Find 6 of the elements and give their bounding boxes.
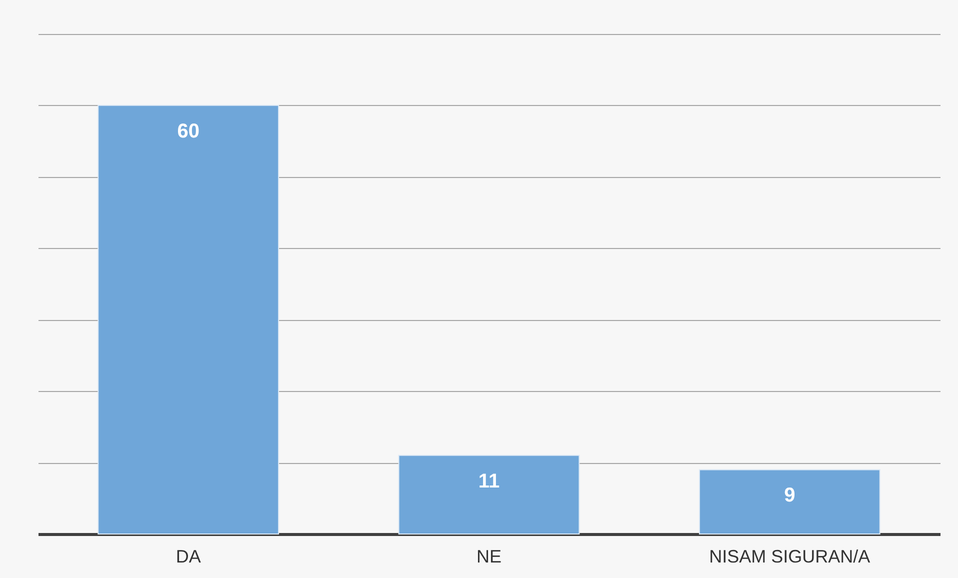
data-label: 9 <box>784 484 796 507</box>
data-label: 60 <box>177 120 200 142</box>
data-label: 11 <box>478 470 500 492</box>
x-tick-label: DA <box>176 546 201 566</box>
x-tick-label: NE <box>476 546 502 566</box>
x-tick-label: NISAM SIGURAN/A <box>709 546 870 566</box>
